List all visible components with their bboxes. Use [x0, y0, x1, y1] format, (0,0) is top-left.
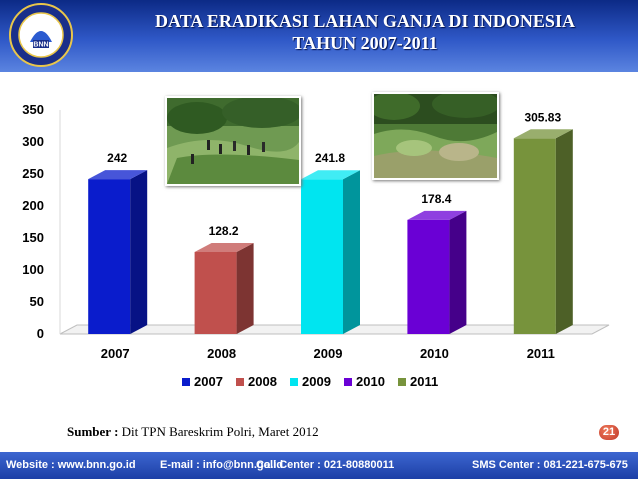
bar-top	[301, 170, 360, 180]
bar-side	[130, 170, 148, 334]
field-photo-eradication-team	[165, 96, 301, 186]
data-label: 178.4	[421, 192, 451, 206]
page-title: DATA ERADIKASI LAHAN GANJA DI INDONESIA …	[100, 10, 630, 54]
x-tick-label: 2008	[207, 346, 236, 361]
bar-2009	[301, 170, 360, 334]
y-tick-label: 300	[22, 134, 44, 149]
y-tick-label: 50	[30, 294, 44, 309]
title-line-2: TAHUN 2007-2011	[292, 33, 438, 53]
legend-label: 2007	[194, 374, 223, 389]
photo-icon	[374, 94, 497, 178]
legend-item-2007: 2007	[182, 374, 223, 389]
legend-item-2011: 2011	[398, 374, 438, 389]
bar-top	[407, 210, 467, 220]
footer-website[interactable]: Website : www.bnn.go.id	[6, 459, 136, 471]
logo-text: BNN	[33, 42, 48, 49]
field-photo-cannabis-plants	[372, 92, 499, 180]
legend-swatch	[182, 378, 190, 386]
y-tick-label: 100	[22, 262, 44, 277]
y-tick-label: 200	[22, 198, 44, 213]
bar-2010	[407, 210, 467, 334]
bar-side	[236, 242, 254, 334]
legend-item-2008: 2008	[236, 374, 277, 389]
bar-side	[449, 210, 467, 334]
photo-icon	[167, 98, 299, 184]
chart-data-labels: 242 128.2 241.8 178.4 305.83	[107, 110, 561, 238]
x-tick-label: 2010	[420, 346, 449, 361]
chart-legend: 2007 2008 2009 2010 2011	[182, 374, 438, 389]
source-note: Sumber : Dit TPN Bareskrim Polri, Maret …	[67, 424, 319, 440]
bar-2007	[88, 170, 148, 334]
bar-front	[194, 251, 237, 334]
legend-swatch	[290, 378, 298, 386]
legend-swatch	[344, 378, 352, 386]
bar-2011	[513, 129, 573, 334]
bar-side	[343, 170, 360, 334]
header-banner: BNN DATA ERADIKASI LAHAN GANJA DI INDONE…	[0, 0, 638, 72]
footer-sms-center: SMS Center : 081-221-675-675	[472, 459, 628, 471]
legend-label: 2010	[356, 374, 385, 389]
footer-bar: Website : www.bnn.go.id E-mail : info@bn…	[0, 452, 638, 479]
bar-front	[513, 138, 556, 334]
bar-2008	[194, 242, 254, 334]
legend-item-2010: 2010	[344, 374, 385, 389]
legend-item-2009: 2009	[290, 374, 331, 389]
data-label: 242	[107, 151, 127, 165]
bar-top	[88, 170, 148, 180]
bar-front	[88, 179, 131, 334]
legend-label: 2008	[248, 374, 277, 389]
page-number-badge: 21	[599, 425, 619, 440]
legend-swatch	[236, 378, 244, 386]
data-label: 305.83	[524, 110, 561, 124]
footer-email[interactable]: E-mail : info@bnn.go.id	[160, 459, 284, 471]
title-line-1: DATA ERADIKASI LAHAN GANJA DI INDONESIA	[155, 11, 575, 31]
chart-bars	[88, 129, 573, 334]
footer-call-center: Call Center : 021-80880011	[256, 459, 395, 471]
source-label: Sumber :	[67, 424, 119, 439]
data-label: 128.2	[209, 224, 239, 238]
legend-label: 2009	[302, 374, 331, 389]
y-tick-label: 0	[37, 326, 44, 341]
y-tick-label: 350	[22, 102, 44, 117]
data-label: 241.8	[315, 151, 345, 165]
bar-top	[513, 129, 573, 139]
y-tick-label: 250	[22, 166, 44, 181]
bar-front	[407, 219, 450, 334]
x-tick-label: 2007	[101, 346, 130, 361]
bar-chart: 0 50 100 150 200 250 300 350 2007 2008 2009 2010 201…	[22, 102, 610, 389]
bnn-logo: BNN	[9, 3, 73, 67]
y-tick-label: 150	[22, 230, 44, 245]
x-tick-label: 2009	[314, 346, 343, 361]
legend-label: 2011	[410, 374, 438, 389]
bar-front	[301, 179, 343, 334]
bar-side	[555, 129, 573, 334]
legend-swatch	[398, 378, 406, 386]
source-text: Dit TPN Bareskrim Polri, Maret 2012	[118, 424, 319, 439]
bar-top	[194, 242, 254, 252]
x-tick-label: 2011	[527, 346, 555, 361]
